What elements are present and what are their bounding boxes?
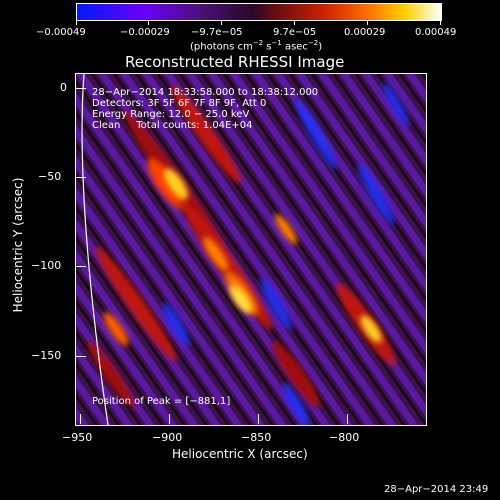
y-tick-label: 0 (60, 81, 67, 94)
x-axis-label: Heliocentric X (arcsec) (172, 447, 308, 461)
x-tick-label: −950 (62, 431, 93, 444)
solar-limb-curve (81, 74, 109, 425)
y-tick-label: −50 (38, 170, 62, 183)
peak-position-label: Position of Peak = [−881,1] (92, 396, 231, 407)
colorbar-tick-label: −0.00029 (120, 27, 170, 38)
x-axis-ticks (76, 414, 426, 426)
colorbar-tick-label: 0.00029 (344, 27, 386, 38)
info-line: 28−Apr−2014 18:33:58.000 to 18:38:12.000 (92, 87, 319, 98)
colorbar (76, 3, 442, 21)
plot-frame (75, 73, 427, 426)
y-tick-label: −100 (31, 259, 62, 272)
info-line: Clean Total counts: 1.04E+04 (92, 120, 253, 131)
x-tick-label: −850 (241, 431, 272, 444)
rhessi-image-area: 28−Apr−2014 18:33:58.000 to 18:38:12.000… (76, 74, 426, 425)
colorbar-tick-label: 9.7e−05 (273, 27, 317, 38)
x-tick-label: −900 (152, 431, 183, 444)
info-line: Detectors: 3F 5F 6F 7F 8F 9F, Att 0 (92, 98, 267, 109)
x-tick-label: −800 (329, 431, 360, 444)
y-tick-label: −150 (31, 349, 62, 362)
colorbar-units: (photons cm−2 s−1 asec−2) (190, 39, 323, 53)
rhessi-image (76, 74, 426, 425)
y-axis-ticks (76, 74, 88, 425)
info-line: Energy Range: 12.0 − 25.0 keV (92, 109, 250, 120)
colorbar-tick-label: −0.00049 (36, 27, 86, 38)
footer-timestamp: 28−Apr−2014 23:49 (384, 484, 489, 495)
y-axis-label: Heliocentric Y (arcsec) (11, 177, 25, 313)
plot-title: Reconstructed RHESSI Image (125, 53, 345, 71)
colorbar-tick-label: −9.7e−05 (191, 27, 243, 38)
colorbar-tick-label: 0.00049 (415, 27, 457, 38)
colorbar-ticks (76, 20, 442, 26)
